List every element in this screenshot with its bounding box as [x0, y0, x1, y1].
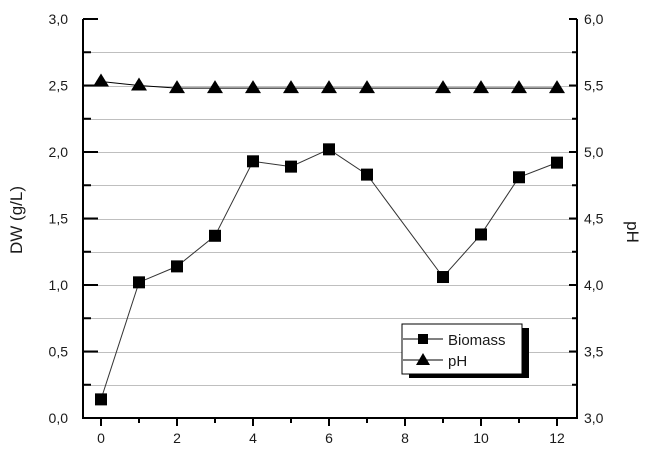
triangle-marker-icon: [435, 80, 451, 94]
legend: Biomass pH: [401, 323, 529, 378]
square-marker-icon: [247, 155, 259, 168]
y2-tick-label: 4,5: [584, 211, 604, 227]
triangle-marker-icon: [549, 80, 565, 94]
triangle-marker-icon: [169, 80, 185, 94]
y2-tick-label: 6,0: [584, 11, 604, 27]
series-biomass: [95, 143, 563, 406]
square-marker-icon: [323, 143, 335, 156]
series-ph: [93, 73, 565, 94]
triangle-marker-icon: [93, 73, 109, 87]
x-tick-label: 2: [173, 430, 181, 446]
gridlines: [83, 52, 577, 386]
series-line: [100, 148, 558, 400]
triangle-marker-icon: [245, 80, 261, 94]
x-tick-label: 4: [249, 430, 257, 446]
y2-tick-label: 3,5: [584, 344, 604, 360]
x-tick-label: 10: [473, 430, 489, 446]
y-tick-label: 2,5: [49, 78, 69, 94]
square-marker-icon: [418, 334, 428, 344]
legend-item-biomass: Biomass: [403, 332, 506, 349]
y2-axis-title: pH: [623, 221, 642, 243]
triangle-marker-icon: [207, 80, 223, 94]
x-tick-label: 8: [401, 430, 409, 446]
series-line: [100, 81, 557, 89]
y2-tick-label: 5,5: [584, 78, 604, 94]
triangle-marker-icon: [416, 353, 430, 365]
y2-axis-label: pH: [623, 221, 642, 243]
triangle-marker-icon: [131, 77, 147, 91]
square-marker-icon: [133, 276, 145, 289]
legend-label: pH: [448, 353, 467, 370]
triangle-marker-icon: [473, 80, 489, 94]
square-marker-icon: [171, 260, 183, 273]
square-marker-icon: [475, 228, 487, 241]
triangle-marker-icon: [321, 80, 337, 94]
square-marker-icon: [209, 229, 221, 242]
x-tick-label: 12: [549, 430, 565, 446]
y2-tick-label: 3,0: [584, 410, 604, 426]
square-marker-icon: [361, 168, 373, 181]
square-marker-icon: [285, 160, 297, 173]
square-marker-icon: [437, 271, 449, 284]
y-tick-label: 3,0: [49, 11, 69, 27]
x-tick-label: 6: [325, 430, 333, 446]
square-marker-icon: [551, 156, 563, 169]
y-tick-label: 0,0: [49, 410, 69, 426]
y-axis-title: DW (g/L): [7, 186, 26, 254]
triangle-marker-icon: [283, 80, 299, 94]
y-tick-label: 1,0: [49, 277, 69, 293]
legend-item-ph: pH: [403, 353, 467, 370]
square-marker-icon: [513, 171, 525, 184]
legend-box: [401, 323, 523, 375]
y-tick-label: 2,0: [49, 144, 69, 160]
square-marker-icon: [95, 393, 107, 406]
y-tick-label: 0,5: [49, 344, 69, 360]
axes: 0,0 0,5 1,0 1,5 2,0 2,5 3,0 3,0 3,5 4,0 4,5 5,0 5,5 6…: [49, 11, 604, 446]
y-tick-label: 1,5: [49, 211, 69, 227]
y2-tick-label: 5,0: [584, 144, 604, 160]
triangle-marker-icon: [511, 80, 527, 94]
x-tick-label: 0: [97, 430, 105, 446]
series-layer: [93, 73, 565, 406]
legend-label: Biomass: [448, 332, 506, 349]
y-axis-label: DW (g/L): [7, 186, 26, 254]
triangle-marker-icon: [359, 80, 375, 94]
y2-tick-label: 4,0: [584, 277, 604, 293]
